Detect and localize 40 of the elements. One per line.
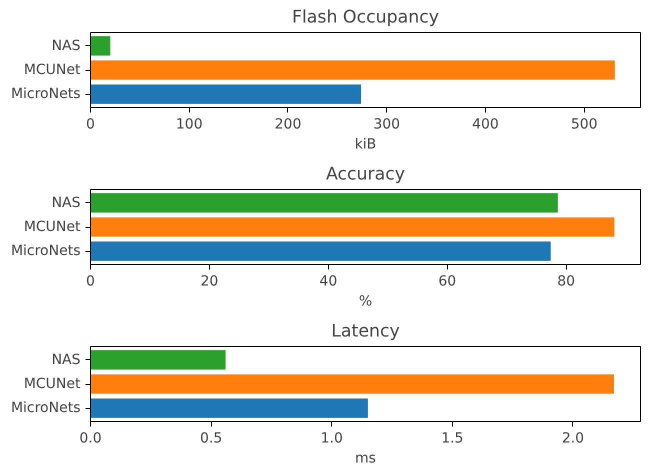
x-tick-label: 20 bbox=[200, 274, 218, 290]
bar bbox=[90, 350, 226, 370]
x-axis-title: ms bbox=[355, 450, 376, 466]
chart-title: Flash Occupancy bbox=[292, 8, 439, 28]
bar bbox=[90, 60, 615, 80]
chart-title: Accuracy bbox=[326, 164, 406, 184]
x-tick-label: 100 bbox=[176, 116, 203, 132]
chart-title: Latency bbox=[331, 322, 400, 342]
x-axis-title: kiB bbox=[354, 136, 376, 152]
y-tick-label: MicroNets bbox=[10, 400, 81, 416]
bar bbox=[90, 398, 368, 418]
x-tick-label: 500 bbox=[570, 116, 598, 132]
x-tick-label: 80 bbox=[557, 274, 576, 290]
x-tick-label: 0.0 bbox=[79, 430, 102, 446]
x-tick-label: 1.5 bbox=[441, 430, 464, 446]
bar bbox=[90, 193, 558, 212]
x-tick-label: 400 bbox=[472, 116, 499, 132]
x-tick-label: 0.5 bbox=[200, 430, 222, 446]
y-tick-label: MicroNets bbox=[10, 243, 81, 260]
x-tick-label: 300 bbox=[373, 116, 400, 132]
bar bbox=[90, 84, 362, 104]
x-tick-label: 0 bbox=[86, 116, 95, 132]
x-tick-label: 40 bbox=[319, 274, 338, 290]
bar bbox=[90, 374, 614, 394]
y-tick-label: MCUNet bbox=[24, 219, 82, 235]
y-tick-label: MCUNet bbox=[24, 376, 82, 392]
y-tick-label: NAS bbox=[52, 194, 81, 211]
bar bbox=[90, 36, 110, 56]
x-tick-label: 1.0 bbox=[320, 430, 343, 446]
y-tick-label: MicroNets bbox=[10, 86, 81, 102]
x-tick-label: 200 bbox=[274, 116, 302, 132]
x-tick-label: 0 bbox=[86, 274, 95, 290]
x-tick-label: 60 bbox=[438, 274, 456, 290]
x-tick-label: 2.0 bbox=[562, 430, 584, 446]
bar bbox=[90, 242, 551, 261]
y-tick-label: MCUNet bbox=[24, 62, 82, 78]
y-tick-label: NAS bbox=[52, 352, 81, 368]
bar bbox=[90, 217, 614, 237]
y-tick-label: NAS bbox=[52, 38, 81, 54]
x-axis-title: % bbox=[358, 294, 372, 310]
